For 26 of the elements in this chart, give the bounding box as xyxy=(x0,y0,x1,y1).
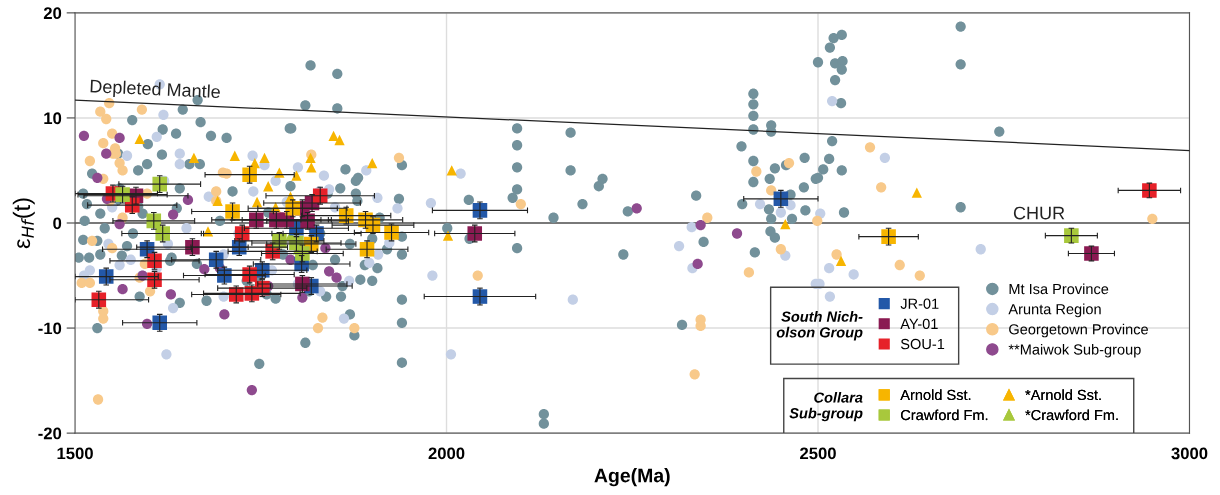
y-tick-label: 20 xyxy=(43,7,62,20)
y-tick-label: 10 xyxy=(44,112,62,125)
x-tick-label: 1500 xyxy=(57,447,93,460)
legend-label: **Maiwok Sub-group xyxy=(1008,343,1141,358)
y-axis-title: ε$_{Hf}$(t) xyxy=(12,198,35,249)
x-axis-title: Age(Ma) xyxy=(594,468,670,487)
series-label: Depleted Mantle xyxy=(90,79,221,102)
legend-label: SOU-1 xyxy=(900,338,945,350)
legend-label: Arunta Region xyxy=(1008,303,1101,318)
y-tick-label: 0 xyxy=(53,217,62,230)
y-tick-label: -20 xyxy=(38,427,62,440)
legend-label: JR-01 xyxy=(900,298,939,309)
legend-label: Georgetown Province xyxy=(1009,323,1148,338)
ref-line-label: CHUR xyxy=(1013,206,1065,220)
y-tick-label: -10 xyxy=(38,322,62,335)
legend-label: Crawford Fm. xyxy=(901,409,988,421)
annotation: South Nich- olson Group xyxy=(776,311,863,341)
legend-label: *Arnold Sst. xyxy=(1025,389,1101,401)
annotation: Collara Sub-group xyxy=(789,392,863,422)
x-tick-label: 2500 xyxy=(800,447,836,460)
legend-label: *Crawford Fm. xyxy=(1025,409,1118,421)
legend-label: Mt Isa Province xyxy=(1009,283,1109,295)
x-tick-label: 2000 xyxy=(428,447,465,460)
legend-label: Arnold Sst. xyxy=(900,389,971,401)
x-tick-label: 3000 xyxy=(1171,447,1208,460)
legend-label: AY-01 xyxy=(900,318,938,330)
